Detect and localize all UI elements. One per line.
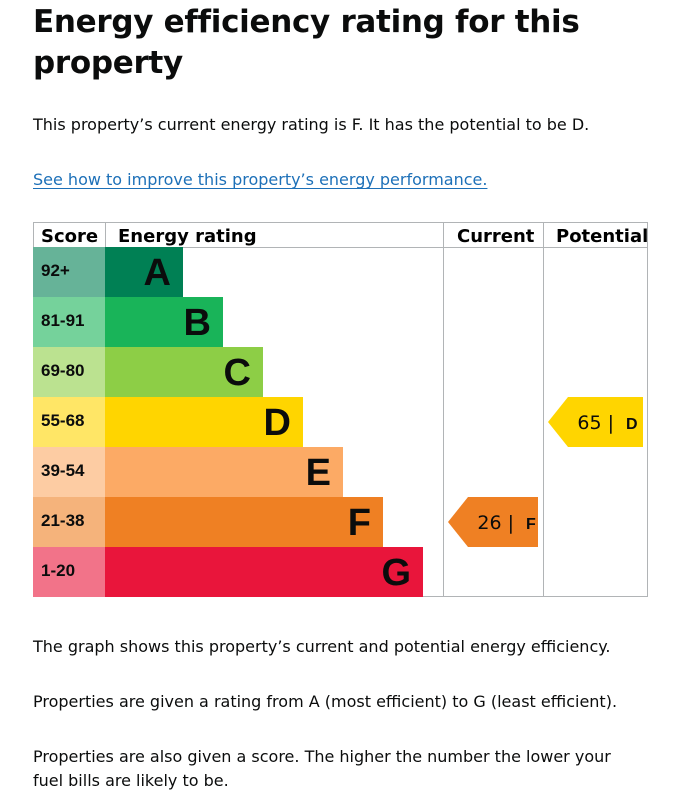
improve-link-paragraph: See how to improve this property’s energ… [33,168,653,192]
energy-rating-chart: 92+ A81-91 B69-80 C55-68 D39-54 E21-38 F1-20 G … [33,222,648,597]
potential-arrow [548,397,643,447]
improve-performance-link[interactable]: See how to improve this property’s energ… [33,170,488,189]
rating-bar-c [105,347,263,397]
explanation-ratings: Properties are given a rating from A (mo… [33,692,618,711]
score-label-c: 69-80 [41,361,84,380]
current-rating-letter: F [526,516,536,533]
score-label-b: 81-91 [41,311,84,330]
score-cell-d [33,397,105,447]
score-cell-g [33,547,105,597]
chart-bands: 92+ A 81-91 B 69-80 C 55-68 D 39-54 E 21-38 F 1-20 G [33,247,423,597]
rating-bar-a [105,247,183,297]
rating-letter-g: G [381,552,411,594]
score-label-g: 1-20 [41,561,75,580]
current-score-label: 26 | [477,512,514,534]
score-cell-a [33,247,105,297]
explanation-score: Properties are also given a score. The h… [33,747,611,790]
rating-bar-f [105,497,383,547]
header-score: Score [41,226,98,247]
page-title: Energy efficiency rating for this proper… [33,4,580,81]
current-rating-summary: This property’s current energy rating is… [33,115,590,134]
rating-bar-b [105,297,223,347]
explanation-graph: The graph shows this property’s current … [33,637,611,656]
header-energy-rating: Energy rating [118,226,257,247]
score-label-f: 21-38 [41,511,84,530]
rating-letter-c: C [224,352,251,394]
rating-letter-e: E [306,452,331,494]
rating-letter-f: F [348,502,371,544]
score-cell-c [33,347,105,397]
rating-letter-a: A [144,252,171,294]
score-label-a: 92+ [41,261,70,280]
header-potential: Potential [556,226,648,247]
potential-rating-letter: D [626,416,638,433]
rating-bar-e [105,447,343,497]
rating-letter-d: D [264,402,291,444]
current-arrow [448,497,538,547]
score-cell-e [33,447,105,497]
chart-arrows: 26 | F 65 | D [448,397,643,547]
rating-bar-d [105,397,303,447]
potential-score-label: 65 | [577,412,614,434]
rating-bar-g [105,547,423,597]
header-current: Current [457,226,535,247]
score-label-e: 39-54 [41,461,85,480]
score-cell-f [33,497,105,547]
score-label-d: 55-68 [41,411,84,430]
score-cell-b [33,297,105,347]
rating-letter-b: B [184,302,211,344]
